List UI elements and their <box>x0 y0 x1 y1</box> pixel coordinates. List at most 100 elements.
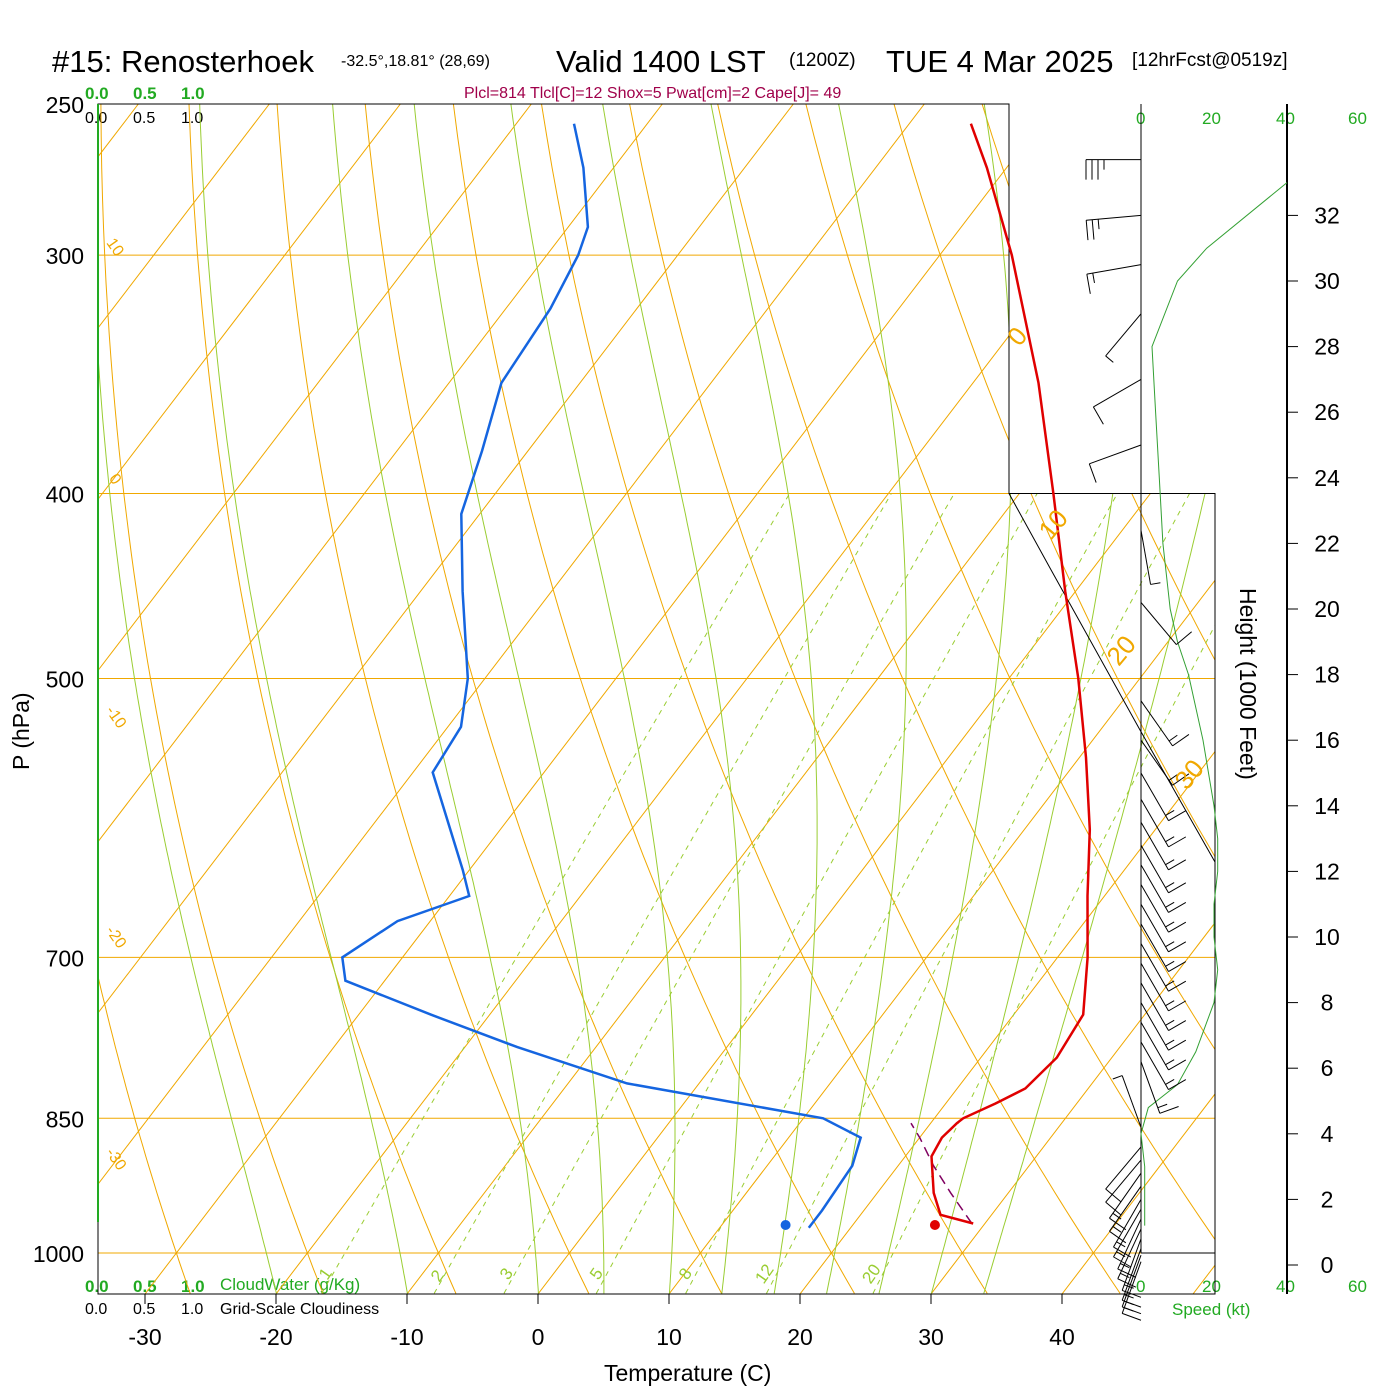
wind-barb <box>1140 798 1187 848</box>
isotherm-label: -20 <box>102 923 129 952</box>
isotherm-label: -10 <box>102 703 129 732</box>
temperature-tick-label: -30 <box>128 1324 161 1350</box>
wind-barb <box>1140 602 1192 645</box>
wind-barb-flag <box>1086 274 1091 294</box>
mixing-ratio-line <box>685 493 1118 1294</box>
wind-barb-flag <box>1168 980 1187 992</box>
wind-barb <box>1109 1185 1142 1244</box>
wind-barb-half-flag <box>1165 1000 1175 1007</box>
height-tick-label: 0 <box>1321 1252 1334 1278</box>
wind-speed-profile <box>1140 182 1288 1226</box>
temperature-tick-label: 40 <box>1049 1324 1075 1350</box>
isotherm-line <box>406 104 1215 1294</box>
dry-adiabat <box>710 104 1215 1294</box>
wind-barb-shaft <box>1140 864 1169 913</box>
mixing-ratio-line <box>595 493 1038 1294</box>
wind-barb-shaft <box>1140 884 1169 933</box>
wind-barb <box>1140 1022 1187 1071</box>
isotherm-line <box>275 104 1187 1294</box>
dry-adiabat <box>535 104 988 1294</box>
dewpoint-profile <box>340 123 863 1229</box>
wind-barb <box>1109 1172 1142 1231</box>
pressure-tick-label: 250 <box>46 92 84 118</box>
wind-barb <box>1117 1218 1142 1278</box>
pressure-tick-label: 300 <box>46 243 84 269</box>
wind-barb <box>1105 1146 1142 1203</box>
wind-barb-half-flag <box>1097 219 1100 230</box>
wind-barb-shaft <box>1140 1022 1169 1071</box>
wind-barb-half-flag <box>1165 941 1175 948</box>
wind-barb-flag <box>1085 220 1089 241</box>
height-tick-label: 16 <box>1314 727 1340 753</box>
sounding-profiles <box>340 123 1092 1230</box>
moist-adiabat <box>704 104 818 1294</box>
mixing-ratio-line <box>766 493 1190 1294</box>
wind-barb-flag <box>1168 1079 1187 1091</box>
wind-barb-flag <box>1176 631 1192 645</box>
height-tick-label: 28 <box>1314 334 1340 360</box>
wind-barb <box>1140 821 1187 871</box>
mixing-ratio-line <box>872 493 1215 1294</box>
cloud-top-green-2: 1.0 <box>181 84 205 103</box>
wind-barb-half-flag <box>1165 980 1175 987</box>
cloud-top-black-2: 1.0 <box>181 110 203 127</box>
wind-barb-flag <box>1122 1306 1142 1315</box>
dry-adiabat <box>448 104 855 1294</box>
cloud-bottom-black-0: 0.0 <box>85 1301 107 1318</box>
wind-barb-flag <box>1168 1020 1187 1031</box>
wind-barb-shaft <box>1086 264 1142 275</box>
pressure-tick-label: 850 <box>46 1106 84 1132</box>
wind-barb-shaft <box>1140 798 1169 848</box>
wind-barb-half-flag <box>1112 1226 1122 1233</box>
moist-adiabat <box>930 104 1139 1294</box>
plot-frame <box>97 103 1216 1295</box>
wind-barb-flag <box>1168 921 1187 933</box>
isotherm-line <box>1192 104 1215 1294</box>
cloud-top-green-0: 0.0 <box>85 84 109 103</box>
wind-barb <box>1105 1159 1142 1216</box>
wind-barb <box>1105 313 1142 363</box>
temperature-tick-label: 0 <box>532 1324 545 1350</box>
height-tick-label: 14 <box>1314 793 1340 819</box>
pressure-tick-label: 700 <box>46 945 84 971</box>
cloudiness-label: Grid-Scale Cloudiness <box>220 1301 379 1318</box>
indices-line: Plcl=814 Tlcl[C]=12 Shox=5 Pwat[cm]=2 Ca… <box>464 85 841 102</box>
dry-adiabat <box>623 104 1121 1294</box>
wind-barb-half-flag <box>1124 1284 1134 1289</box>
wind-barb <box>1140 530 1161 585</box>
isotherm-line <box>98 104 663 1294</box>
temperature-tick-label: 10 <box>656 1324 682 1350</box>
wind-barb-shaft <box>1140 821 1169 871</box>
moist-adiabat <box>826 104 907 1294</box>
speed-top-tick-40: 40 <box>1276 109 1295 128</box>
forecast-label: [12hrFcst@0519z] <box>1132 50 1288 71</box>
moist-adiabat <box>878 104 1013 1294</box>
parcel-path <box>910 1122 973 1224</box>
wind-barb-flag <box>1168 1000 1187 1012</box>
cloud-bottom-green-1: 0.5 <box>133 1277 157 1296</box>
wind-barb-half-flag <box>1168 774 1178 781</box>
wind-barb-shaft <box>1113 1199 1142 1248</box>
wind-barb <box>1085 214 1142 241</box>
isotherm-line <box>98 104 401 1294</box>
wind-barb-half-flag <box>1105 355 1114 363</box>
station-title: #15: Renosterhoek <box>52 44 314 79</box>
wind-barb-shaft <box>1140 739 1173 786</box>
pressure-tick-label: 500 <box>46 667 84 693</box>
dry-adiabat <box>1145 104 1215 1294</box>
wind-barb-half-flag <box>1120 1263 1130 1269</box>
moist-adiabat <box>98 104 277 1294</box>
wind-barb-shaft <box>1140 772 1169 821</box>
isotherm-label: 20 <box>1100 629 1142 670</box>
wind-barb-flag <box>1168 859 1187 871</box>
wind-barb-flag <box>1168 902 1187 913</box>
wind-barb-shaft <box>1140 982 1169 1031</box>
wind-barb-flag <box>1117 1268 1137 1278</box>
wind-barb-shaft <box>1140 943 1169 992</box>
isotherm-line <box>144 104 1056 1294</box>
height-tick-label: 4 <box>1321 1121 1334 1147</box>
dry-adiabat <box>100 104 324 1294</box>
moist-adiabat <box>505 104 676 1294</box>
